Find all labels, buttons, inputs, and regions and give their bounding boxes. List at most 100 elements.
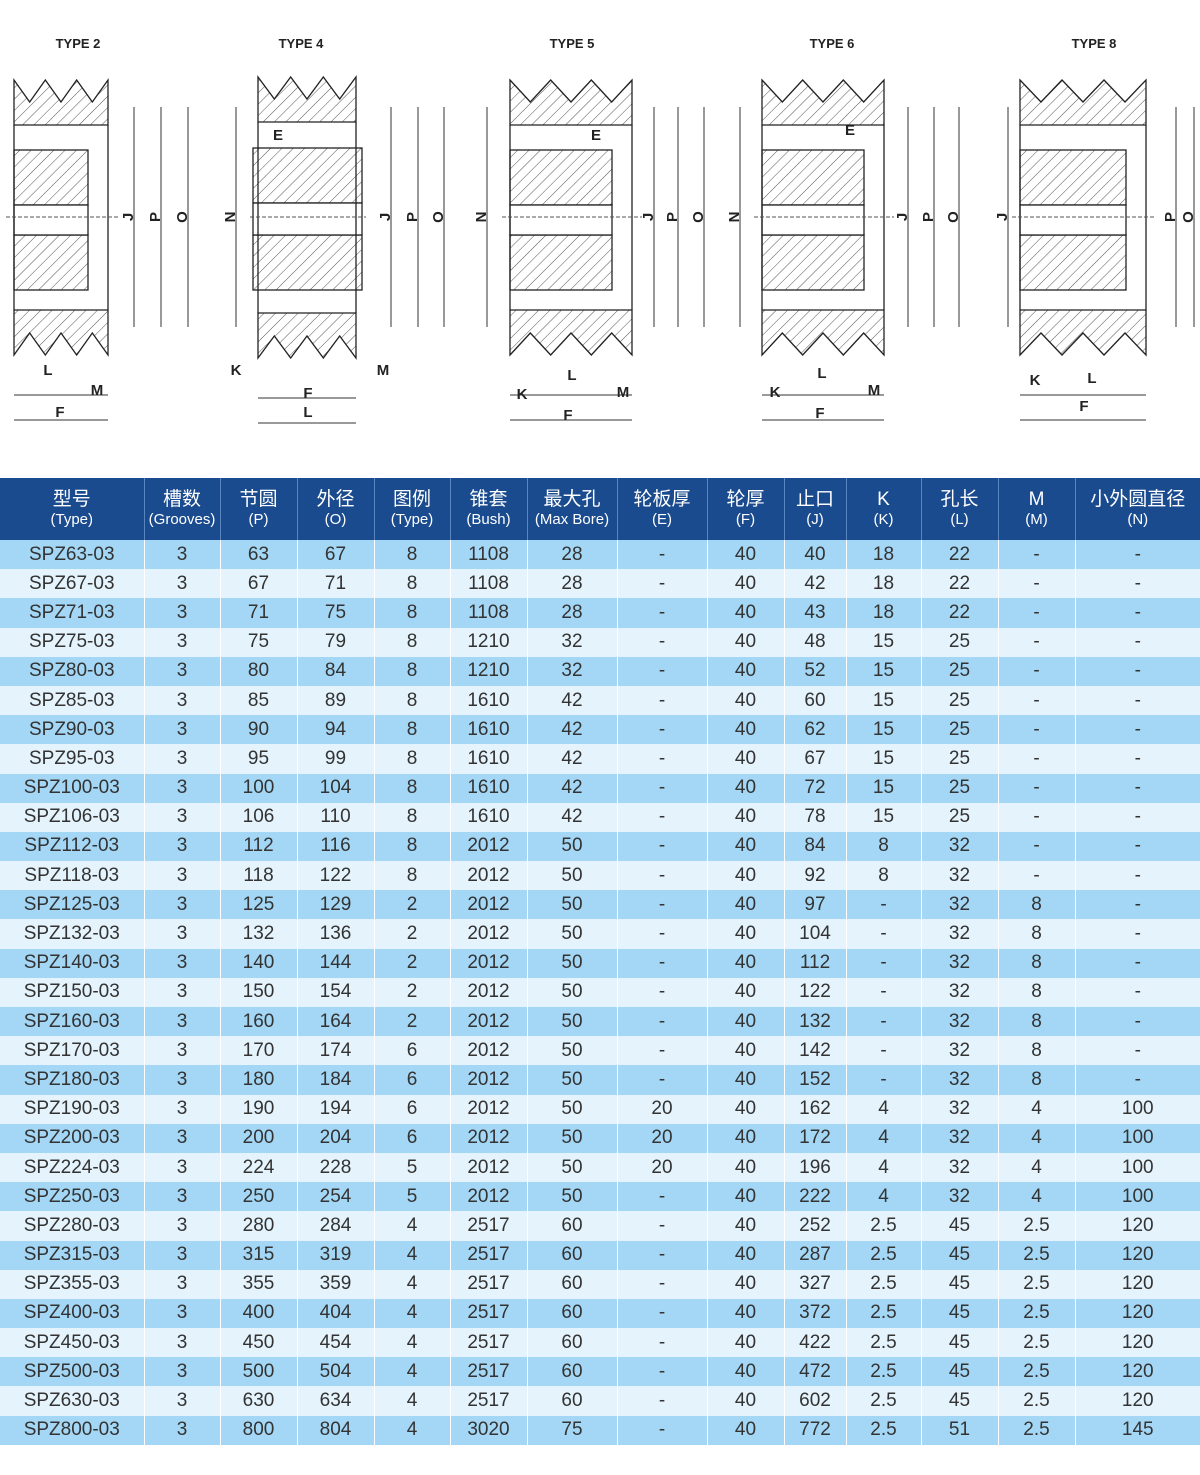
- table-cell: 25: [921, 744, 999, 774]
- table-cell: 184: [297, 1065, 375, 1095]
- column-header: 孔长 (L): [921, 478, 999, 540]
- table-cell: -: [1075, 1065, 1200, 1095]
- table-cell: SPZ400-03: [0, 1298, 145, 1329]
- dimension-label-N: N: [473, 212, 490, 223]
- column-header: 型号 (Type): [0, 478, 145, 540]
- table-cell: 180: [220, 1065, 298, 1095]
- table-cell: 32: [921, 1065, 999, 1095]
- table-row: SPZ630-03 3 630 634 4 2517 60-40 602 2.5 45 2.5 120: [0, 1386, 1200, 1416]
- table-cell: 3: [144, 1065, 221, 1095]
- table-cell: 200: [220, 1123, 298, 1153]
- table-cell: 4: [374, 1328, 451, 1358]
- table-cell: 3: [144, 1269, 221, 1299]
- table-cell: 8: [998, 919, 1076, 949]
- table-cell: -: [998, 744, 1076, 774]
- column-header-cn: 轮厚: [726, 489, 765, 511]
- table-cell: 2012: [450, 1094, 528, 1124]
- table-cell: 2517: [450, 1269, 528, 1299]
- dimension-label-O: O: [1180, 211, 1197, 223]
- table-cell: -: [1075, 656, 1200, 686]
- dimension-label-M: M: [377, 362, 390, 379]
- table-cell: 284: [297, 1211, 375, 1241]
- table-cell: 287: [784, 1240, 847, 1270]
- table-row: SPZ85-03 3 85 89 8 1610 42-40 60 15 25- -: [0, 685, 1200, 716]
- table-cell: 40: [707, 831, 785, 862]
- table-cell: 1610: [450, 773, 528, 803]
- column-header-cn: 轮板厚: [633, 489, 691, 511]
- table-cell: SPZ67-03: [0, 569, 145, 599]
- table-cell: 174: [297, 1036, 375, 1066]
- table-cell: 2012: [450, 948, 528, 978]
- table-cell: 3: [144, 919, 221, 949]
- table-cell: 3: [144, 685, 221, 716]
- table-cell: 50: [527, 1182, 618, 1212]
- table-cell: 2012: [450, 861, 528, 891]
- table-cell: 45: [921, 1328, 999, 1358]
- drawing-title: TYPE 4: [279, 36, 325, 51]
- table-row: SPZ150-03 3 150 154 2 2012 50-40 122-32 8-: [0, 977, 1200, 1007]
- table-cell: 4: [374, 1269, 451, 1299]
- table-cell: SPZ450-03: [0, 1328, 145, 1358]
- table-cell: 8: [998, 948, 1076, 978]
- table-cell: 8: [374, 773, 451, 803]
- table-cell: 3: [144, 1211, 221, 1241]
- table-cell: 6: [374, 1123, 451, 1153]
- table-cell: 60: [784, 685, 847, 716]
- table-cell: 2012: [450, 1007, 528, 1037]
- rim-top: [13, 77, 109, 126]
- hub-bottom: [13, 234, 89, 291]
- table-cell: 122: [297, 861, 375, 891]
- table-cell: 40: [707, 627, 785, 657]
- table-cell: SPZ800-03: [0, 1415, 145, 1445]
- table-cell: 40: [707, 1386, 785, 1416]
- table-row: SPZ450-03 3 450 454 4 2517 60-40 422 2.5 45 2.5 120: [0, 1328, 1200, 1358]
- table-cell: 120: [1075, 1357, 1200, 1387]
- table-cell: 1610: [450, 744, 528, 774]
- table-row: SPZ224-03 3 224 228 5 2012 50 20 40 196 4 32 4 100: [0, 1152, 1200, 1183]
- table-cell: 32: [527, 627, 618, 657]
- rim-bottom: [761, 309, 885, 357]
- table-cell: -: [617, 1036, 708, 1066]
- table-cell: 250: [220, 1182, 298, 1212]
- table-cell: 42: [527, 773, 618, 803]
- table-cell: 28: [527, 540, 618, 570]
- table-cell: SPZ71-03: [0, 598, 145, 628]
- table-cell: 8: [374, 744, 451, 774]
- table-cell: 32: [921, 890, 999, 920]
- table-cell: 154: [297, 977, 375, 1007]
- rim-top: [257, 75, 357, 123]
- table-cell: SPZ118-03: [0, 861, 145, 891]
- table-cell: 170: [220, 1036, 298, 1066]
- table-cell: 772: [784, 1415, 847, 1445]
- table-cell: 25: [921, 715, 999, 745]
- table-cell: 2.5: [846, 1357, 922, 1387]
- column-header: K (K): [846, 478, 922, 540]
- table-cell: 804: [297, 1415, 375, 1445]
- table-cell: 3: [144, 744, 221, 774]
- table-cell: -: [617, 1415, 708, 1445]
- table-cell: 78: [784, 802, 847, 832]
- table-cell: 6: [374, 1036, 451, 1066]
- table-cell: 40: [707, 1036, 785, 1066]
- table-cell: 2012: [450, 1065, 528, 1095]
- table-cell: 50: [527, 1065, 618, 1095]
- table-cell: 40: [707, 1152, 785, 1183]
- table-cell: 8: [374, 861, 451, 891]
- table-cell: 32: [921, 977, 999, 1007]
- table-cell: 40: [707, 569, 785, 599]
- table-cell: 630: [220, 1386, 298, 1416]
- column-header: 槽数 (Grooves): [144, 478, 221, 540]
- table-cell: 50: [527, 1123, 618, 1153]
- table-cell: SPZ160-03: [0, 1007, 145, 1037]
- table-cell: 48: [784, 627, 847, 657]
- table-cell: 120: [1075, 1211, 1200, 1241]
- hub-top: [1019, 149, 1127, 206]
- drawing-type-5: TYPE 5 E N J P O K L M F: [473, 36, 707, 424]
- table-cell: SPZ85-03: [0, 685, 145, 716]
- column-header-cn: 图例: [392, 489, 431, 511]
- rim-bottom: [509, 309, 633, 357]
- table-cell: 132: [220, 919, 298, 949]
- table-cell: 42: [527, 744, 618, 774]
